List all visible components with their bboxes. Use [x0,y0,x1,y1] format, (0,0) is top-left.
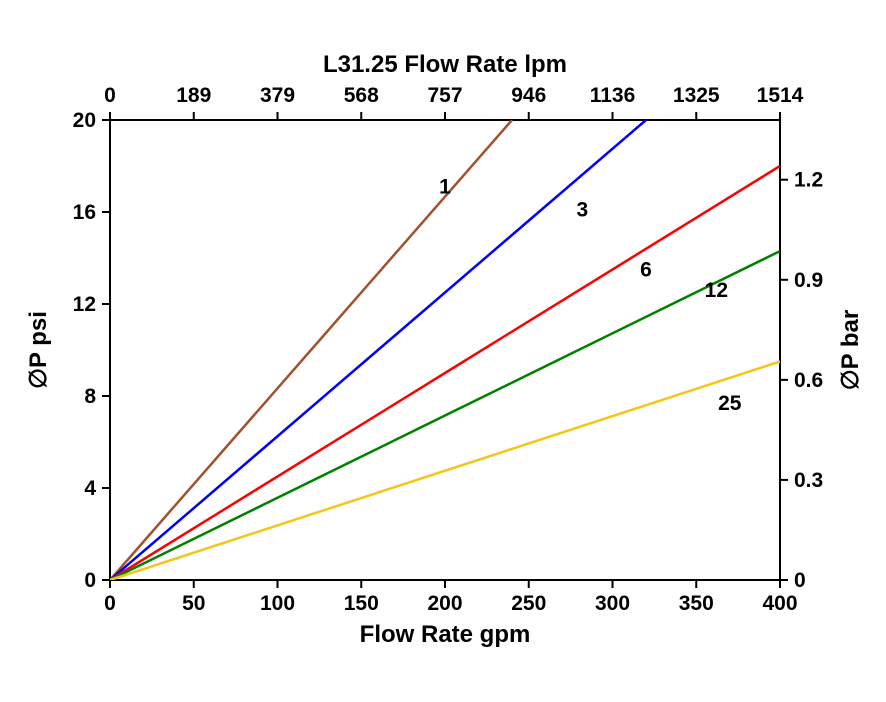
x-top-tick-label: 757 [427,84,462,107]
y-right-tick-label: 1.2 [794,169,823,192]
x-top-tick-label: 1136 [590,84,636,107]
series-label-3: 3 [577,199,589,222]
x-top-tick-label: 379 [260,84,295,107]
flow-rate-chart: 050100150200250300350400Flow Rate gpm018… [0,0,886,702]
series-label-1: 1 [439,176,451,199]
x-top-tick-label: 0 [104,84,116,107]
y-left-title: ∅P psi [25,311,52,389]
x-bottom-tick-label: 50 [182,592,205,615]
series-label-25: 25 [718,392,742,415]
x-top-tick-label: 1514 [757,84,804,107]
x-bottom-tick-label: 250 [511,592,546,615]
y-left-tick-label: 12 [73,293,96,316]
y-right-tick-label: 0.6 [794,369,823,392]
series-label-12: 12 [705,279,728,302]
chart-container: 050100150200250300350400Flow Rate gpm018… [0,0,886,702]
x-bottom-tick-label: 400 [762,592,797,615]
x-top-title: L31.25 Flow Rate lpm [323,51,567,78]
series-line-12 [110,251,780,580]
series-line-1 [110,120,512,580]
y-right-title: ∅P bar [837,310,864,391]
y-left-tick-label: 4 [84,477,96,500]
x-bottom-tick-label: 200 [427,592,462,615]
y-right-tick-label: 0.3 [794,469,823,492]
series-label-6: 6 [640,258,652,281]
x-top-tick-label: 568 [344,84,379,107]
series-line-6 [110,166,780,580]
y-right-tick-label: 0.9 [794,269,823,292]
x-bottom-tick-label: 0 [104,592,116,615]
x-bottom-tick-label: 300 [595,592,630,615]
x-bottom-tick-label: 150 [344,592,379,615]
y-left-tick-label: 16 [73,201,96,224]
y-left-tick-label: 20 [73,109,96,132]
x-top-tick-label: 946 [511,84,546,107]
series-line-3 [110,120,646,580]
x-bottom-tick-label: 350 [679,592,714,615]
x-bottom-tick-label: 100 [260,592,295,615]
series-line-25 [110,362,780,581]
y-left-tick-label: 0 [84,569,96,592]
x-top-tick-label: 1325 [673,84,720,107]
y-left-tick-label: 8 [84,385,96,408]
x-bottom-title: Flow Rate gpm [360,621,531,648]
x-top-tick-label: 189 [176,84,211,107]
y-right-tick-label: 0 [794,569,806,592]
